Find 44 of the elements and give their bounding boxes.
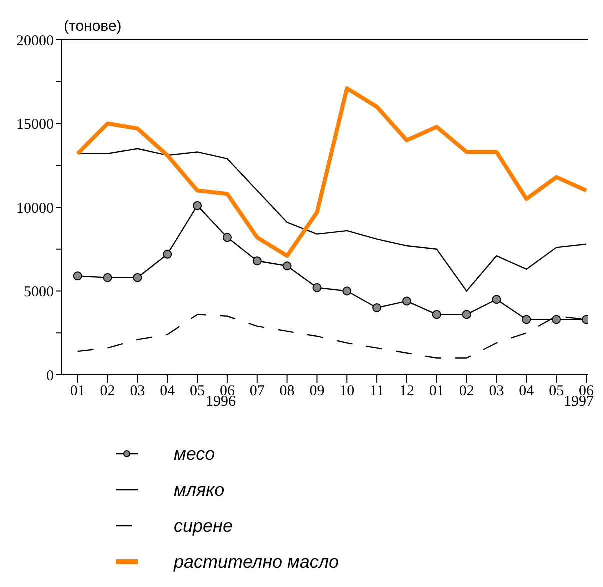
- point: [252, 256, 262, 266]
- x-tick-label: 02: [100, 384, 116, 400]
- x-tick-label: 04: [519, 384, 535, 400]
- x-tick-label: 03: [489, 384, 504, 400]
- point: [163, 250, 172, 259]
- y-tick-label: 5000: [24, 284, 54, 301]
- point: [492, 295, 502, 304]
- x-tick-label: 04: [160, 384, 176, 400]
- point: [312, 283, 322, 292]
- x-tick-label: 08: [280, 384, 295, 400]
- x-tick-label: 12: [399, 384, 414, 400]
- x-tick-label: 07: [250, 384, 266, 400]
- point: [432, 310, 442, 320]
- x-tick-label: 03: [130, 384, 146, 400]
- legend-label: месо: [174, 444, 216, 464]
- legend-label: растително масло: [174, 552, 340, 572]
- x-tick-label: 01: [70, 384, 86, 400]
- x-tick-label: 09: [310, 384, 325, 400]
- point: [462, 310, 472, 320]
- point: [103, 273, 112, 282]
- point: [222, 233, 232, 242]
- point: [372, 304, 382, 312]
- legend-label: мляко: [174, 480, 225, 500]
- point: [552, 315, 562, 324]
- x-tick-label: 01: [429, 384, 444, 400]
- point: [402, 296, 412, 306]
- x-tick-label: 05: [549, 384, 564, 400]
- y-tick-label: 15000: [16, 117, 54, 134]
- point: [193, 201, 202, 210]
- x-tick-label: 10: [340, 384, 355, 400]
- x-tick-label: 02: [459, 384, 474, 400]
- point: [282, 262, 292, 271]
- y-tick-label: 10000: [16, 200, 54, 217]
- point: [342, 286, 352, 296]
- x-tick-label: 11: [370, 384, 384, 400]
- point: [133, 273, 142, 282]
- legend-label: сирене: [174, 516, 233, 536]
- point: [522, 315, 532, 324]
- point: [73, 272, 82, 281]
- x-tick-label: 05: [190, 384, 206, 400]
- y-axis-title: (тонове): [64, 18, 122, 35]
- y-tick-label: 0: [46, 368, 54, 384]
- y-tick-label: 20000: [16, 33, 54, 50]
- line-series: [76, 86, 588, 258]
